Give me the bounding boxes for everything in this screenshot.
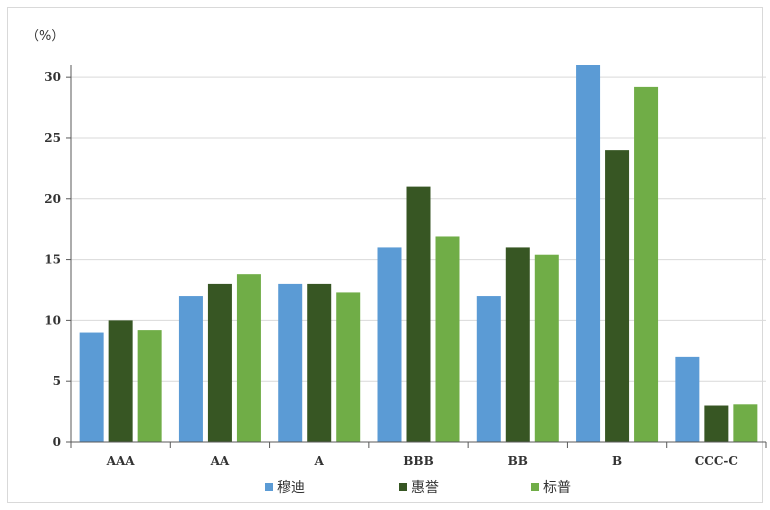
legend-label: 惠誉 <box>411 480 439 496</box>
y-tick-label: 20 <box>44 192 61 206</box>
bar-BB-标普 <box>534 254 559 442</box>
bar-AA-穆迪 <box>178 296 203 442</box>
y-axis-unit-label: （%） <box>26 29 64 44</box>
axes <box>70 65 767 448</box>
bar-AAA-标普 <box>137 330 162 442</box>
y-tick-label: 10 <box>44 313 61 327</box>
bar-BB-惠誉 <box>505 247 530 442</box>
x-axis-labels: AAA AA A BBB BB B CCC-C <box>106 454 738 468</box>
bar-AA-惠誉 <box>207 283 232 442</box>
legend: 穆迪 惠誉 标普 <box>265 480 571 496</box>
bar-BBB-穆迪 <box>377 247 402 442</box>
y-tick-label: 0 <box>53 435 61 449</box>
bar-B-穆迪 <box>576 65 601 442</box>
x-tick-label: BBB <box>403 454 433 468</box>
y-tick-label: 30 <box>44 70 61 84</box>
y-tick-label: 25 <box>44 131 61 145</box>
bar-B-标普 <box>634 86 659 442</box>
bar-BBB-标普 <box>435 236 460 442</box>
bar-AAA-穆迪 <box>79 332 104 442</box>
bar-BB-穆迪 <box>476 296 501 442</box>
bar-A-穆迪 <box>278 283 303 442</box>
y-axis-ticks: 0 5 10 15 20 25 30 <box>44 70 71 449</box>
x-tick-label: AAA <box>106 454 136 468</box>
y-tick-label: 15 <box>44 253 61 267</box>
legend-swatch-标普 <box>531 483 539 491</box>
bars <box>79 65 758 442</box>
x-tick-label: B <box>612 454 622 468</box>
legend-label: 标普 <box>543 480 571 496</box>
bar-B-惠誉 <box>605 150 630 442</box>
bar-CCC-C-标普 <box>733 404 758 442</box>
x-tick-label: AA <box>210 454 230 468</box>
legend-label: 穆迪 <box>277 480 305 496</box>
bar-AA-标普 <box>236 274 261 442</box>
y-tick-label: 5 <box>53 374 61 388</box>
bar-A-惠誉 <box>307 283 332 442</box>
bar-A-标普 <box>336 292 361 442</box>
legend-swatch-惠誉 <box>399 483 407 491</box>
bar-BBB-惠誉 <box>406 186 431 442</box>
x-tick-label: A <box>314 454 325 468</box>
bar-AAA-惠誉 <box>108 320 133 442</box>
x-tick-label: BB <box>508 454 528 468</box>
bar-CCC-C-惠誉 <box>704 405 729 442</box>
x-tick-label: CCC-C <box>695 454 738 468</box>
legend-swatch-穆迪 <box>265 483 273 491</box>
bar-CCC-C-穆迪 <box>675 356 700 442</box>
